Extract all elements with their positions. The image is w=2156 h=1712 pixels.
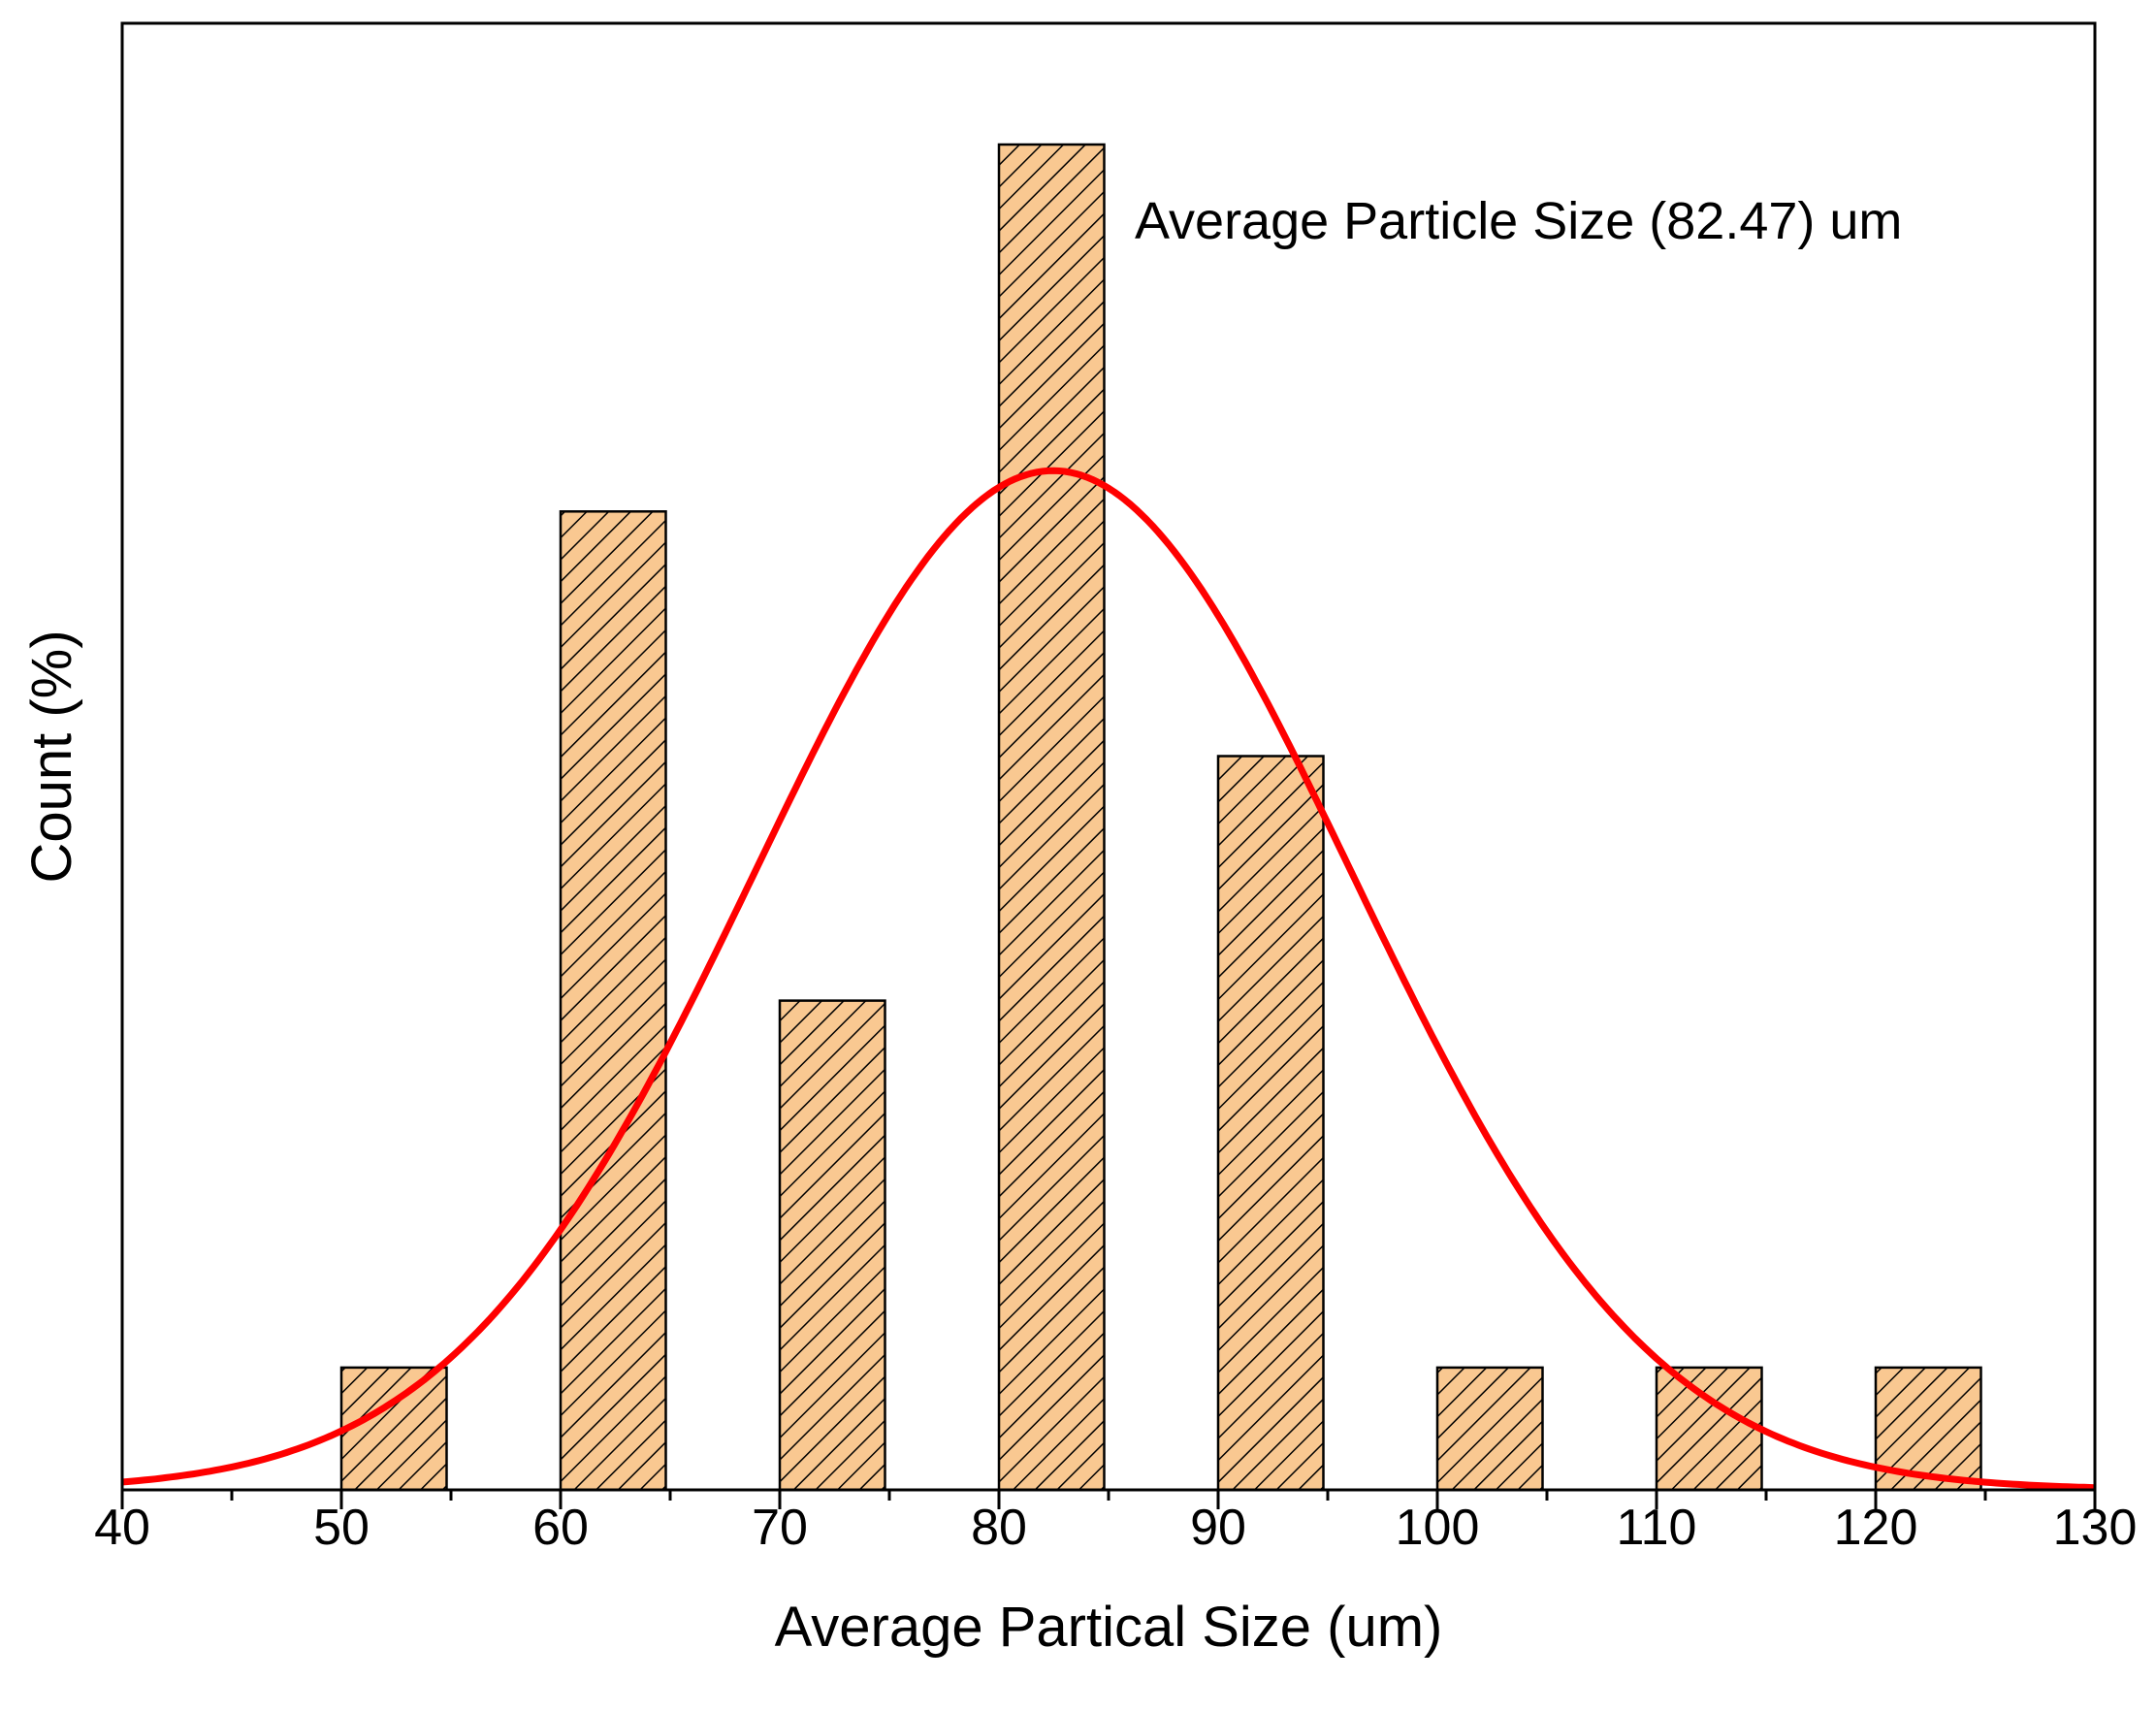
histogram-bar-60 [559, 510, 667, 1492]
fit-layer [122, 467, 2095, 1490]
bars-layer [339, 143, 1982, 1492]
y-axis-title: Count (%) [20, 630, 83, 883]
histogram-bar-50 [339, 1366, 448, 1492]
x-tick-label-50: 50 [313, 1500, 370, 1556]
x-tick-label-90: 90 [1190, 1500, 1246, 1556]
x-tick-label-110: 110 [1617, 1500, 1697, 1556]
x-tick-label-120: 120 [1834, 1500, 1918, 1556]
histogram-bar-80 [997, 143, 1106, 1492]
x-tick-label-70: 70 [752, 1500, 808, 1556]
x-tick-label-130: 130 [2053, 1500, 2138, 1556]
x-tick-label-100: 100 [1396, 1500, 1480, 1556]
histogram-bar-70 [778, 999, 886, 1492]
normal-fit-curve [122, 467, 2095, 1490]
x-axis-title: Average Partical Size (um) [775, 1596, 1443, 1659]
x-axis-ticks: 40 50 60 70 80 90 100 110 120 130 [94, 1490, 2137, 1556]
x-tick-label-80: 80 [971, 1500, 1027, 1556]
x-tick-label-40: 40 [94, 1500, 150, 1556]
average-size-annotation: Average Particle Size (82.47) um [1135, 192, 1902, 250]
histogram-bar-90 [1216, 755, 1325, 1492]
x-tick-label-60: 60 [532, 1500, 589, 1556]
histogram-bar-110 [1655, 1366, 1763, 1492]
histogram-bar-100 [1435, 1366, 1544, 1492]
